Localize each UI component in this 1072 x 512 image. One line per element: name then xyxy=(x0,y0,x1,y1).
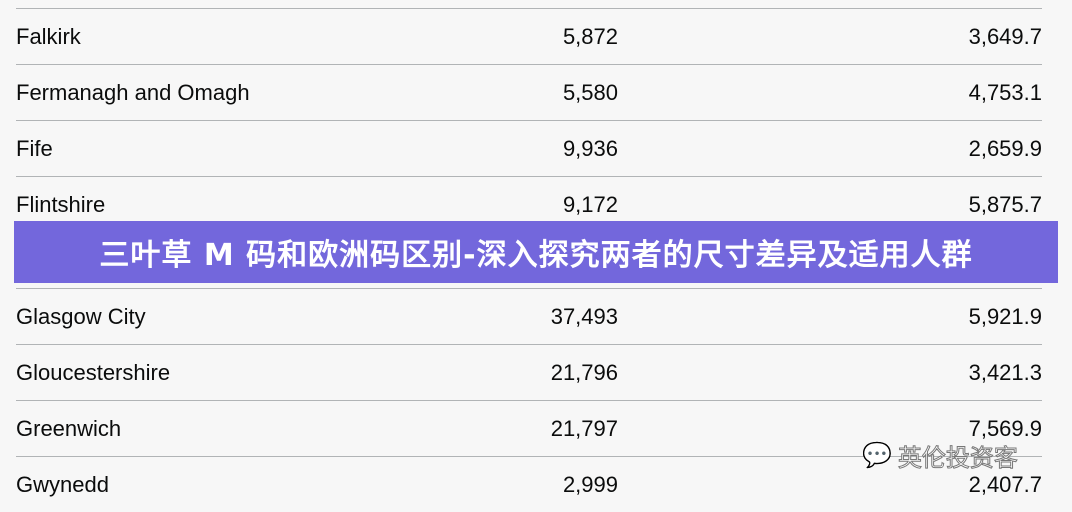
row-name: Greenwich xyxy=(16,415,122,441)
row-value-count: 5,580 xyxy=(562,79,618,105)
table-row: Fife 9,936 2,659.9 xyxy=(16,120,1042,176)
table-row: Falkirk 5,872 3,649.7 xyxy=(16,8,1042,64)
row-value-count: 2,999 xyxy=(562,471,618,497)
table-row: Gwynedd 2,999 2,407.7 xyxy=(16,456,1042,512)
watermark: 💬 英伦投资客 xyxy=(862,438,1019,473)
row-value-rate: 4,753.1 xyxy=(968,79,1042,105)
table-row: Flintshire 9,172 5,875.7 xyxy=(16,176,1042,232)
table-row: Gloucestershire 21,796 3,421.3 xyxy=(16,344,1042,400)
table-row: Fermanagh and Omagh 5,580 4,753.1 xyxy=(16,64,1042,120)
row-name: Glasgow City xyxy=(16,303,146,329)
title-banner: 三叶草 M 码和欧洲码区别-深入探究两者的尺寸差异及适用人群 xyxy=(14,221,1058,283)
row-value-rate: 5,921.9 xyxy=(968,303,1042,329)
row-value-count: 5,872 xyxy=(562,23,618,49)
table-row: Greenwich 21,797 7,569.9 xyxy=(16,400,1042,456)
row-value-rate: 7,569.9 xyxy=(968,415,1042,441)
row-value-rate: 3,649.7 xyxy=(968,23,1042,49)
row-value-rate: 2,659.9 xyxy=(968,135,1042,161)
row-value-count: 21,797 xyxy=(550,415,618,441)
row-value-rate: 3,421.3 xyxy=(968,359,1042,385)
wechat-icon: 💬 xyxy=(862,442,893,470)
row-value-rate: 2,407.7 xyxy=(968,471,1042,497)
row-value-count: 37,493 xyxy=(550,303,618,329)
row-value-count: 21,796 xyxy=(550,359,618,385)
watermark-text: 英伦投资客 xyxy=(897,445,1018,473)
row-name: Flintshire xyxy=(16,191,106,217)
row-name: Gloucestershire xyxy=(16,359,171,385)
row-value-count: 9,936 xyxy=(562,135,618,161)
row-name: Falkirk xyxy=(16,23,81,49)
row-name: Fermanagh and Omagh xyxy=(16,79,250,105)
row-value-rate: 5,875.7 xyxy=(968,191,1042,217)
table-row: Glasgow City 37,493 5,921.9 xyxy=(16,288,1042,344)
row-name: Gwynedd xyxy=(16,471,109,497)
row-name: Fife xyxy=(16,135,53,161)
row-value-count: 9,172 xyxy=(562,191,618,217)
